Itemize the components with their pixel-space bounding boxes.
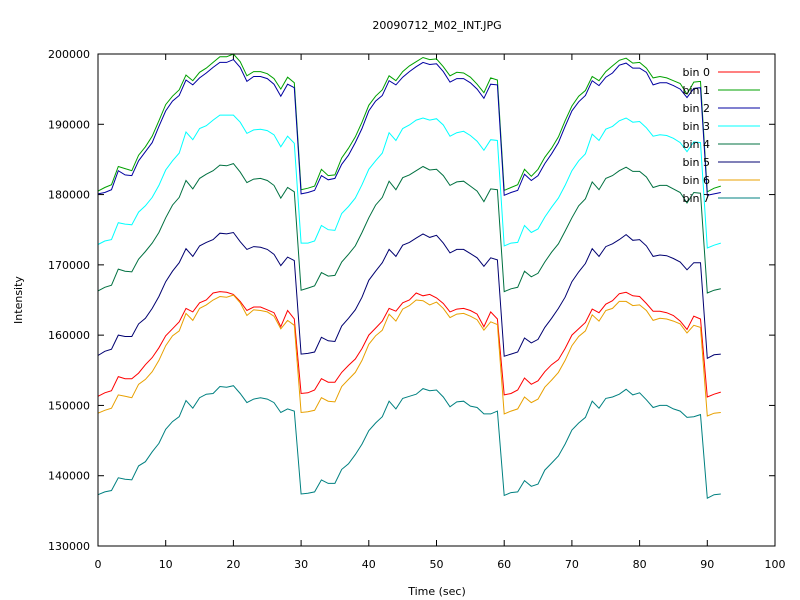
y-tick-label: 130000 [48, 540, 90, 553]
series-line-bin-7 [97, 385, 721, 499]
plot-frame [97, 53, 776, 547]
series-line-bin-2 [97, 59, 721, 197]
x-axis-label: Time (sec) [407, 585, 466, 598]
y-tick-label: 150000 [48, 399, 90, 412]
series-layer [97, 53, 721, 499]
legend-label: bin 6 [682, 174, 710, 187]
legend-label: bin 5 [682, 156, 710, 169]
y-tick-label: 200000 [48, 48, 90, 61]
y-tick-label: 190000 [48, 118, 90, 131]
x-tick-label: 50 [430, 558, 444, 571]
series-line-bin-4 [97, 163, 721, 294]
series-line-bin-1 [97, 53, 721, 193]
x-tick-label: 90 [700, 558, 714, 571]
series-line-bin-5 [97, 231, 721, 360]
x-tick-label: 20 [226, 558, 240, 571]
series-line-bin-0 [97, 291, 721, 398]
y-tick-label: 160000 [48, 329, 90, 342]
legend-label: bin 3 [682, 120, 710, 133]
series-line-bin-3 [97, 114, 721, 249]
series-line-bin-6 [97, 294, 721, 417]
y-tick-label: 170000 [48, 259, 90, 272]
x-tick-label: 80 [633, 558, 647, 571]
axis-ticks: 0 10 20 30 40 50 60 70 80 90 100 130000 140000 150000… [48, 48, 786, 571]
x-tick-label: 70 [565, 558, 579, 571]
x-tick-label: 100 [765, 558, 786, 571]
legend-label: bin 7 [682, 192, 710, 205]
legend-label: bin 2 [682, 102, 710, 115]
y-tick-label: 140000 [48, 470, 90, 483]
x-tick-label: 60 [497, 558, 511, 571]
legend-label: bin 4 [682, 138, 710, 151]
y-tick-label: 180000 [48, 189, 90, 202]
legend-label: bin 0 [682, 66, 710, 79]
chart-title: 20090712_M02_INT.JPG [372, 19, 501, 32]
legend-label: bin 1 [682, 84, 710, 97]
x-tick-label: 40 [362, 558, 376, 571]
x-tick-label: 0 [95, 558, 102, 571]
x-tick-label: 30 [294, 558, 308, 571]
y-axis-label: Intensity [12, 276, 25, 324]
legend: bin 0 bin 1 bin 2 bin 3 bin 4 bin 5 bin 6 bin 7 [682, 66, 760, 205]
x-tick-label: 10 [159, 558, 173, 571]
